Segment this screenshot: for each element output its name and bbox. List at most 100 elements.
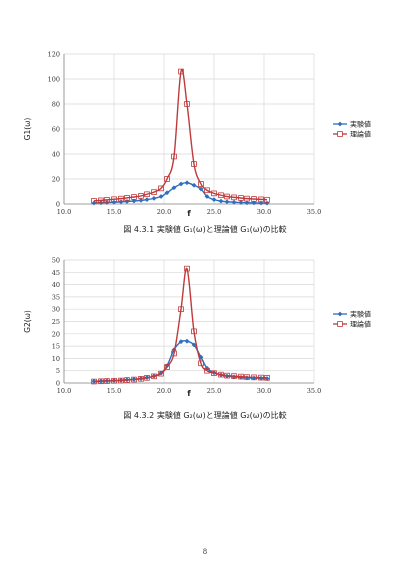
- data-point-theory: [211, 370, 217, 376]
- legend-label-1: 理論値: [350, 130, 371, 139]
- legend-label-0: 実験値: [350, 120, 371, 129]
- data-point-measured: [184, 338, 190, 344]
- data-point-measured: [131, 198, 137, 204]
- data-point-theory: [258, 374, 264, 381]
- data-point-theory: [224, 193, 230, 200]
- x-axis-label: f: [187, 389, 191, 398]
- legend-label-1: 理論値: [350, 320, 371, 329]
- series-line-theory: [93, 69, 268, 202]
- data-point-theory: [111, 377, 117, 384]
- y-tick-label: 15: [52, 343, 60, 351]
- data-point-measured: [238, 200, 244, 205]
- legend-marker-measured: [337, 121, 343, 127]
- data-point-theory: [171, 350, 177, 357]
- x-tick-label: 30.0: [257, 208, 271, 216]
- data-point-theory: [124, 377, 130, 383]
- y-tick-label: 40: [52, 151, 60, 159]
- data-point-theory: [218, 192, 224, 199]
- x-tick-label: 30.0: [257, 387, 271, 395]
- data-point-theory: [151, 373, 157, 380]
- data-point-measured: [264, 376, 270, 381]
- data-point-theory: [238, 373, 244, 380]
- data-point-theory: [231, 373, 237, 379]
- data-point-measured: [124, 199, 130, 204]
- y-tick-label: 20: [52, 176, 60, 184]
- y-tick-label: 50: [52, 257, 60, 265]
- data-point-measured: [171, 185, 177, 191]
- data-point-theory: [131, 194, 137, 200]
- data-point-theory: [118, 377, 124, 384]
- data-point-theory: [191, 328, 197, 335]
- data-point-theory: [191, 161, 197, 167]
- data-point-measured: [204, 194, 210, 199]
- data-point-measured: [211, 197, 217, 203]
- data-point-measured: [178, 181, 184, 187]
- data-point-theory: [144, 375, 150, 381]
- y-tick-label: 5: [56, 367, 60, 375]
- page-number: 8: [202, 548, 208, 556]
- x-tick-label: 35.0: [307, 208, 321, 216]
- data-point-theory: [264, 196, 270, 203]
- data-point-theory: [211, 190, 217, 197]
- data-point-theory: [138, 193, 144, 199]
- data-point-theory: [244, 374, 250, 380]
- x-tick-label: 10.0: [57, 387, 71, 395]
- data-point-theory: [118, 195, 124, 202]
- x-axis-label: f: [187, 209, 191, 218]
- data-point-measured: [218, 198, 224, 204]
- chart-2-svg: 0 5 10 15 20 25 30 35 40 45 50 10.0 15.0 20.0 25.0 30.0…: [23, 257, 371, 399]
- data-point-measured: [118, 199, 124, 205]
- data-point-measured: [198, 354, 204, 360]
- y-tick-label: 60: [52, 126, 60, 134]
- data-point-theory: [98, 378, 104, 385]
- x-tick-label: 15.0: [107, 208, 121, 216]
- data-point-theory: [124, 195, 130, 201]
- data-point-measured: [198, 186, 204, 192]
- y-axis-label: G2(ω): [23, 310, 32, 333]
- data-point-theory: [178, 68, 184, 75]
- y-tick-label: 25: [52, 318, 60, 326]
- data-point-measured: [191, 182, 197, 188]
- y-tick-label: 120: [48, 51, 60, 59]
- data-point-theory: [164, 364, 170, 370]
- x-tick-label: 25.0: [207, 208, 221, 216]
- y-tick-label: 30: [52, 306, 60, 314]
- y-tick-label: 20: [52, 330, 60, 338]
- data-point-measured: [111, 199, 117, 205]
- y-tick-label: 0: [56, 201, 60, 209]
- data-point-theory: [204, 187, 210, 194]
- data-point-measured: [258, 200, 264, 206]
- data-point-measured: [244, 200, 250, 206]
- x-tick-label: 20.0: [157, 208, 171, 216]
- data-point-theory: [151, 189, 157, 195]
- data-point-theory: [184, 265, 190, 272]
- y-tick-label: 80: [52, 101, 60, 109]
- data-point-theory: [231, 194, 237, 201]
- data-point-theory: [91, 198, 97, 204]
- legend-label-0: 実験値: [350, 310, 371, 319]
- data-point-theory: [251, 374, 257, 381]
- y-tick-label: 45: [52, 269, 60, 277]
- data-point-measured: [251, 375, 257, 381]
- series-line-theory: [93, 267, 268, 383]
- y-tick-label: 35: [52, 293, 60, 301]
- data-point-theory: [184, 101, 190, 107]
- data-point-theory: [238, 195, 244, 201]
- data-point-theory: [218, 371, 224, 378]
- data-point-theory: [111, 196, 117, 203]
- data-point-theory: [98, 197, 104, 204]
- data-point-theory: [131, 376, 137, 383]
- data-point-measured: [164, 190, 170, 196]
- chart-1-svg: 0 20 40 60 80 100 120 10.0 15.0 20.0 25.0 30.0 35.0 f…: [23, 51, 371, 219]
- data-point-measured: [151, 195, 157, 201]
- x-tick-label: 15.0: [107, 387, 121, 395]
- data-point-theory: [91, 378, 97, 385]
- data-point-theory: [224, 372, 230, 379]
- legend-marker-theory: [337, 131, 343, 137]
- x-tick-label: 10.0: [57, 208, 71, 216]
- data-point-theory: [198, 360, 204, 367]
- data-point-measured: [144, 197, 150, 203]
- data-point-theory: [251, 196, 257, 202]
- data-point-theory: [164, 176, 170, 182]
- data-point-theory: [104, 378, 110, 384]
